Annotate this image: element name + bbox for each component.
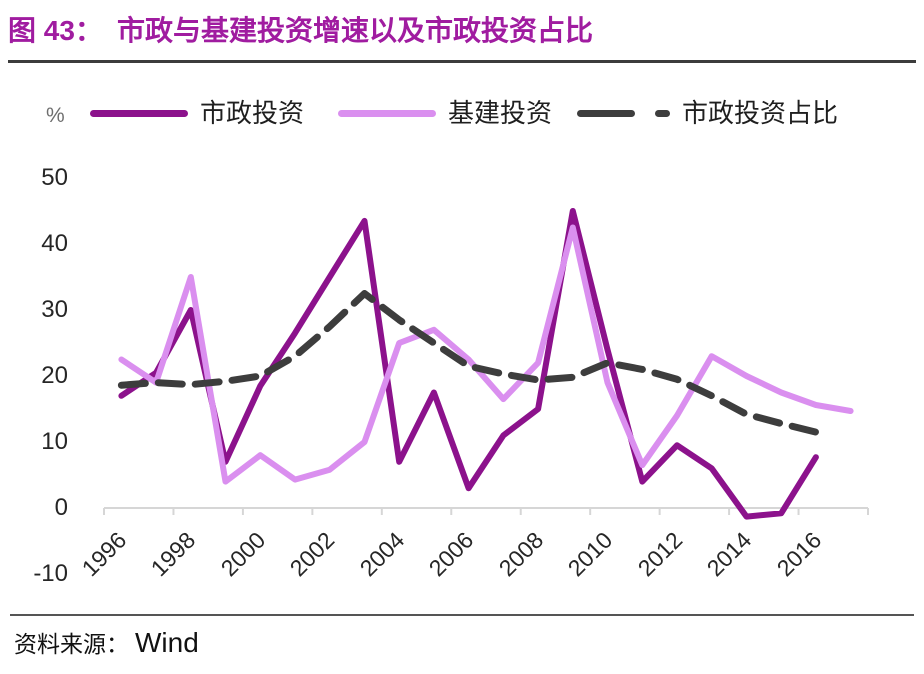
legend-item-3: 市政投资占比 [577,98,838,128]
legend-label: 基建投资 [448,98,553,128]
y-axis-unit-label: % [46,104,65,127]
y-tick-label-20: 20 [41,362,68,389]
y-tick-label-30: 30 [41,296,68,323]
y-tick-label-0: 0 [54,494,68,521]
legend-item-1: 市政投资 [90,98,304,128]
source-note: 资料来源： Wind [14,624,904,664]
figure-number-label: 图 43： [8,15,103,46]
legend-label: 市政投资 [200,98,305,128]
legend-dash-long [577,109,635,117]
source-label: 资料来源： [14,631,129,657]
chart-area: % 市政投资 基建投资 市政投资占比 50 40 30 20 10 0 -10 1996 1998… [33,98,869,587]
legend-line-swatch [90,109,188,117]
figure-title: 图 43： 市政与基建投资增速以及市政投资占比 [8,10,916,54]
line-chart-plot [103,208,869,520]
y-tick-label-10: 10 [41,428,68,455]
series-line-1 [118,208,819,520]
legend-line-swatch [338,109,436,117]
y-tick-label-50: 50 [41,164,68,191]
figure-title-text: 市政与基建投资增速以及市政投资占比 [116,15,593,46]
footer-divider-rule [10,614,914,616]
legend-label: 市政投资占比 [682,98,839,128]
series-line-2 [118,224,854,485]
legend-dash-short [655,109,670,117]
source-value: Wind [135,627,199,658]
y-tick-label--10: -10 [33,560,68,587]
series-line-3 [117,290,820,436]
y-tick-label-40: 40 [41,230,68,257]
title-divider-rule [8,60,916,63]
legend-item-2: 基建投资 [338,98,552,128]
